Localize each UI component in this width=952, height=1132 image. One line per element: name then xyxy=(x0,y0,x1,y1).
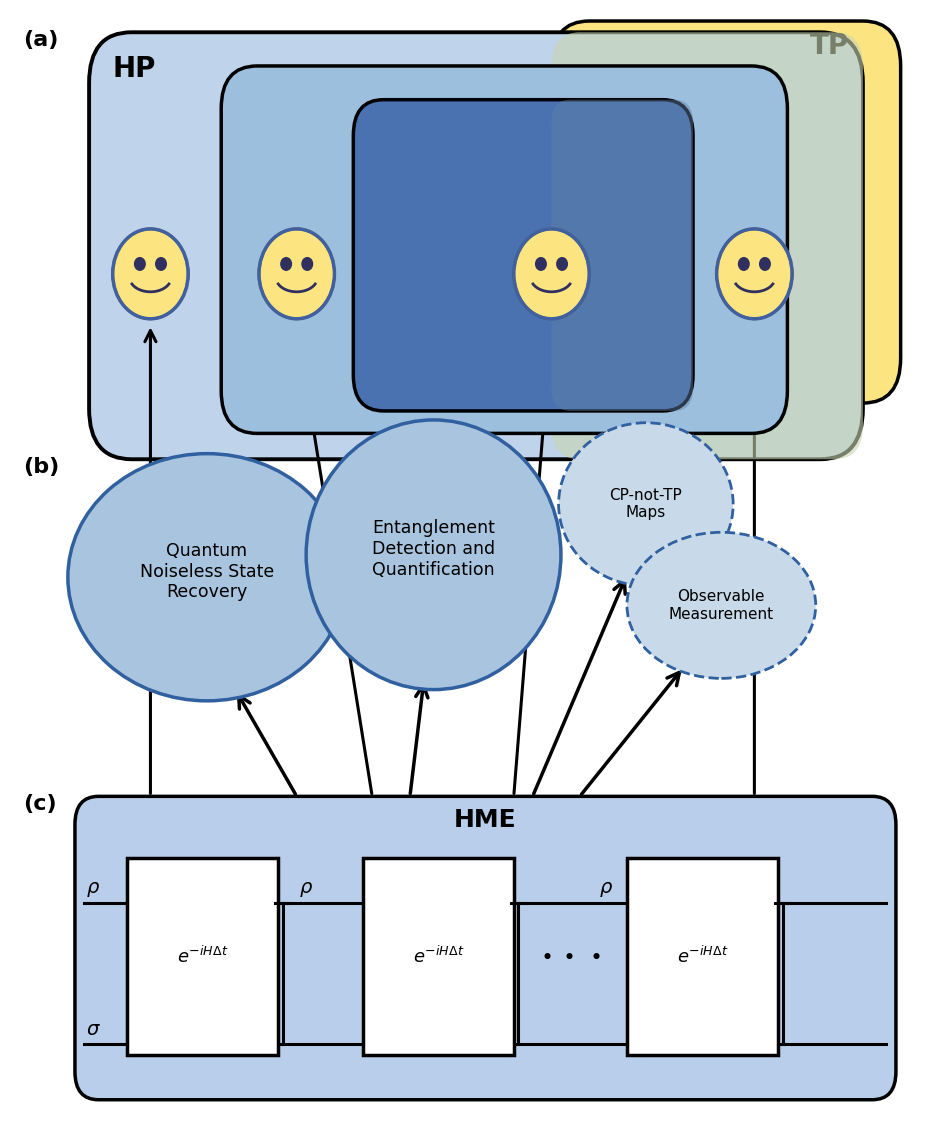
Circle shape xyxy=(717,229,792,319)
Circle shape xyxy=(514,229,589,319)
Text: Quantum
Noiseless State
Recovery: Quantum Noiseless State Recovery xyxy=(140,542,274,601)
Circle shape xyxy=(557,258,567,271)
Text: $\sigma$: $\sigma$ xyxy=(87,1020,101,1039)
Circle shape xyxy=(281,258,291,271)
Circle shape xyxy=(739,258,749,271)
Circle shape xyxy=(134,258,145,271)
Circle shape xyxy=(112,229,188,319)
Circle shape xyxy=(760,258,770,271)
Circle shape xyxy=(536,258,546,271)
Text: $\rho$: $\rho$ xyxy=(599,880,613,899)
FancyBboxPatch shape xyxy=(353,100,693,411)
Text: (b): (b) xyxy=(23,457,59,477)
Text: $\bullet\;\bullet\;\bullet$: $\bullet\;\bullet\;\bullet$ xyxy=(540,946,601,966)
FancyBboxPatch shape xyxy=(221,66,787,434)
Text: Entanglement
Detection and
Quantification: Entanglement Detection and Quantificatio… xyxy=(372,520,495,578)
FancyBboxPatch shape xyxy=(127,858,278,1055)
FancyBboxPatch shape xyxy=(551,22,901,403)
Circle shape xyxy=(259,229,334,319)
FancyBboxPatch shape xyxy=(363,858,514,1055)
Text: CP: CP xyxy=(372,105,413,134)
Ellipse shape xyxy=(627,532,816,678)
Text: $e^{-iH\Delta t}$: $e^{-iH\Delta t}$ xyxy=(177,946,228,967)
FancyBboxPatch shape xyxy=(551,32,863,460)
Text: Observable
Measurement: Observable Measurement xyxy=(669,589,774,621)
Text: $e^{-iH\Delta t}$: $e^{-iH\Delta t}$ xyxy=(677,946,728,967)
Ellipse shape xyxy=(307,420,561,689)
Text: TP: TP xyxy=(809,32,849,60)
FancyBboxPatch shape xyxy=(627,858,778,1055)
Text: $\rho$: $\rho$ xyxy=(299,880,313,899)
Text: $e^{-iH\Delta t}$: $e^{-iH\Delta t}$ xyxy=(412,946,464,967)
Text: HP: HP xyxy=(112,54,156,83)
Text: (a): (a) xyxy=(23,31,58,50)
Circle shape xyxy=(302,258,312,271)
Ellipse shape xyxy=(559,422,733,585)
Text: CP-not-TP
Maps: CP-not-TP Maps xyxy=(609,488,683,521)
Text: $\rho$: $\rho$ xyxy=(87,880,101,899)
Circle shape xyxy=(156,258,167,271)
FancyBboxPatch shape xyxy=(89,32,863,460)
FancyBboxPatch shape xyxy=(551,100,693,411)
FancyBboxPatch shape xyxy=(75,796,896,1100)
Text: (c): (c) xyxy=(23,795,57,814)
Text: HME: HME xyxy=(454,807,517,832)
Text: P: P xyxy=(245,80,265,109)
Ellipse shape xyxy=(68,454,347,701)
